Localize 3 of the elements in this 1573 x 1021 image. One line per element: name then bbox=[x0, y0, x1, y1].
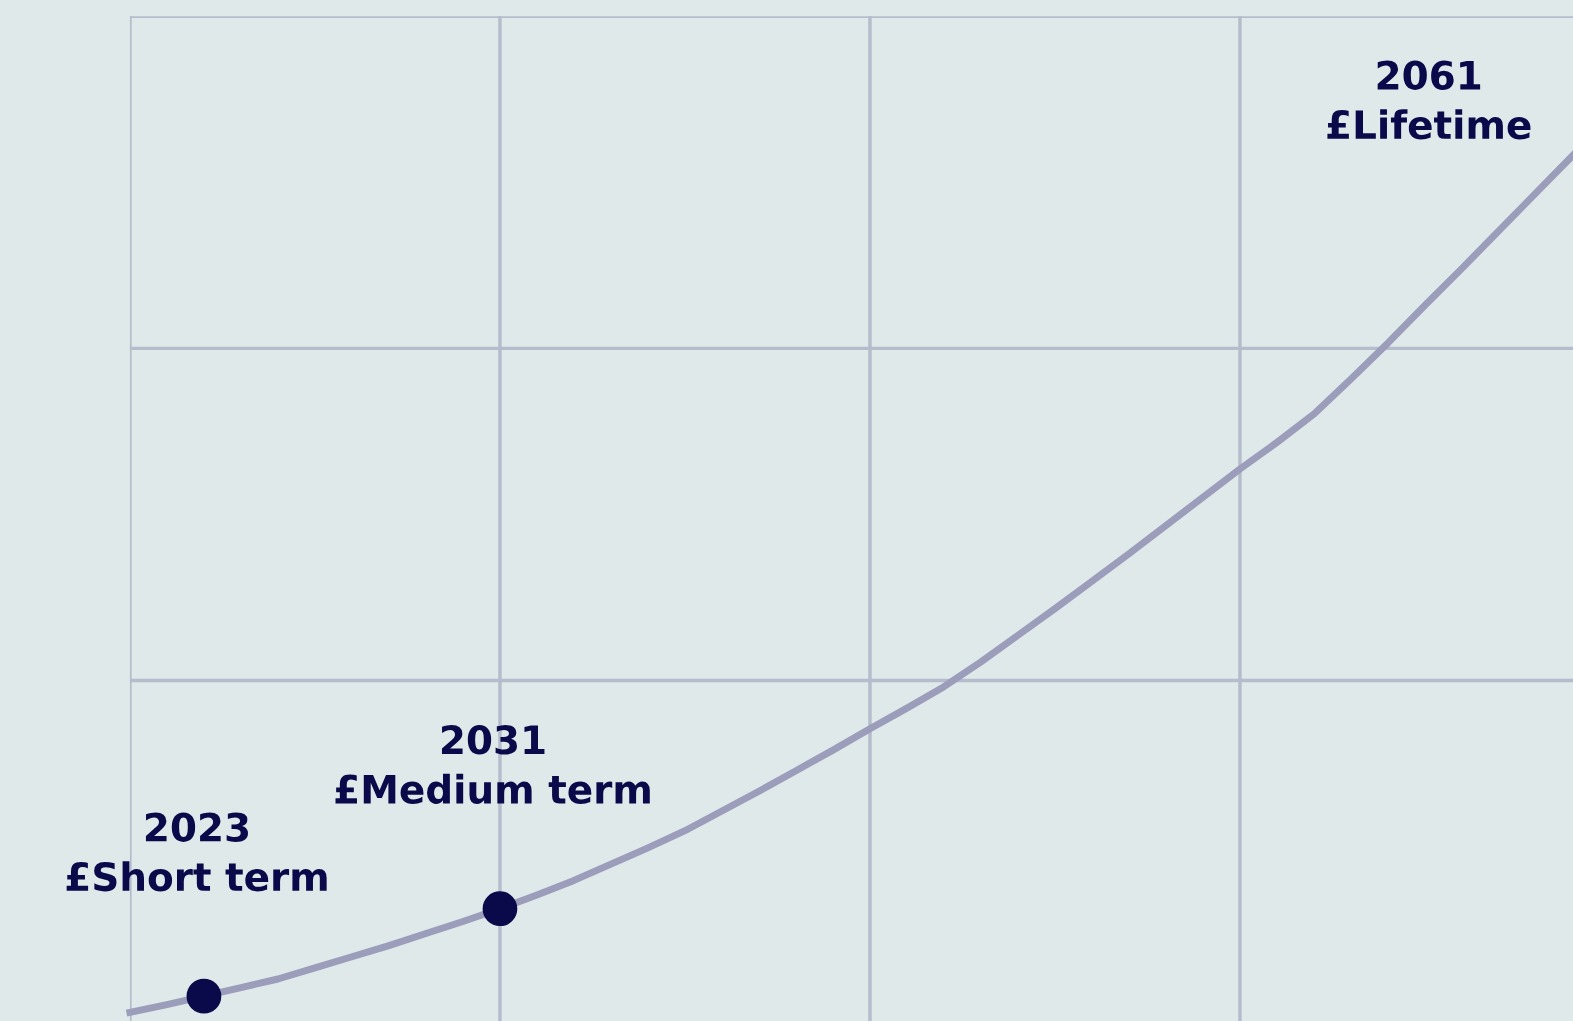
annotation: 2031 £Medium term bbox=[335, 725, 650, 804]
annotation: 2023 £Short term bbox=[66, 812, 327, 892]
text: 2061 £Lifetime bbox=[1327, 60, 1531, 140]
